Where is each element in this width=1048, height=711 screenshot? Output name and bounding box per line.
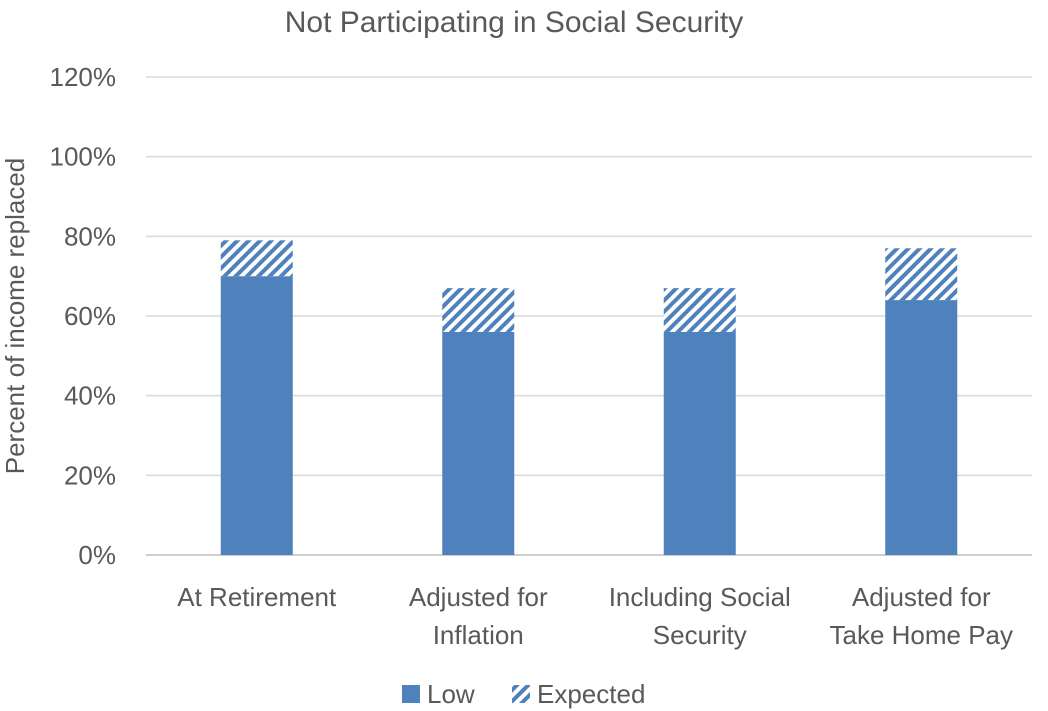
y-tick-label: 20% (64, 460, 116, 490)
gridlines (146, 76, 1032, 556)
x-axis-tick-labels: At Retirement Adjusted for Inflation Includ… (177, 582, 1013, 650)
x-tick-label: Including Social Security (609, 582, 791, 650)
bar-expected (220, 240, 293, 277)
legend-label-low: Low (427, 679, 475, 709)
legend: Low Expected (402, 679, 645, 709)
y-tick-label: 40% (64, 381, 116, 411)
bar-low (663, 331, 736, 555)
y-tick-label: 120% (50, 62, 117, 92)
legend-swatch-low (402, 685, 420, 703)
x-tick-label: Adjusted for Take Home Pay (829, 582, 1013, 650)
bar-low (220, 276, 293, 555)
y-axis-label: Percent of income replaced (0, 158, 30, 475)
bar-low (885, 300, 958, 555)
y-axis-tick-labels: 0% 20% 40% 60% 80% 100% 120% (50, 62, 117, 570)
bars (220, 240, 958, 555)
y-tick-label: 60% (64, 301, 116, 331)
y-tick-label: 0% (78, 540, 116, 570)
y-tick-label: 100% (50, 142, 117, 172)
chart-title: Not Participating in Social Security (285, 6, 744, 39)
legend-swatch-expected (512, 685, 530, 703)
legend-label-expected: Expected (537, 679, 645, 709)
bar-expected (885, 248, 958, 301)
bar-expected (663, 288, 736, 332)
y-tick-label: 80% (64, 221, 116, 251)
bar-expected (442, 288, 515, 332)
bar-low (442, 331, 515, 555)
x-tick-label: Adjusted for Inflation (409, 582, 548, 650)
x-tick-label: At Retirement (177, 582, 337, 612)
